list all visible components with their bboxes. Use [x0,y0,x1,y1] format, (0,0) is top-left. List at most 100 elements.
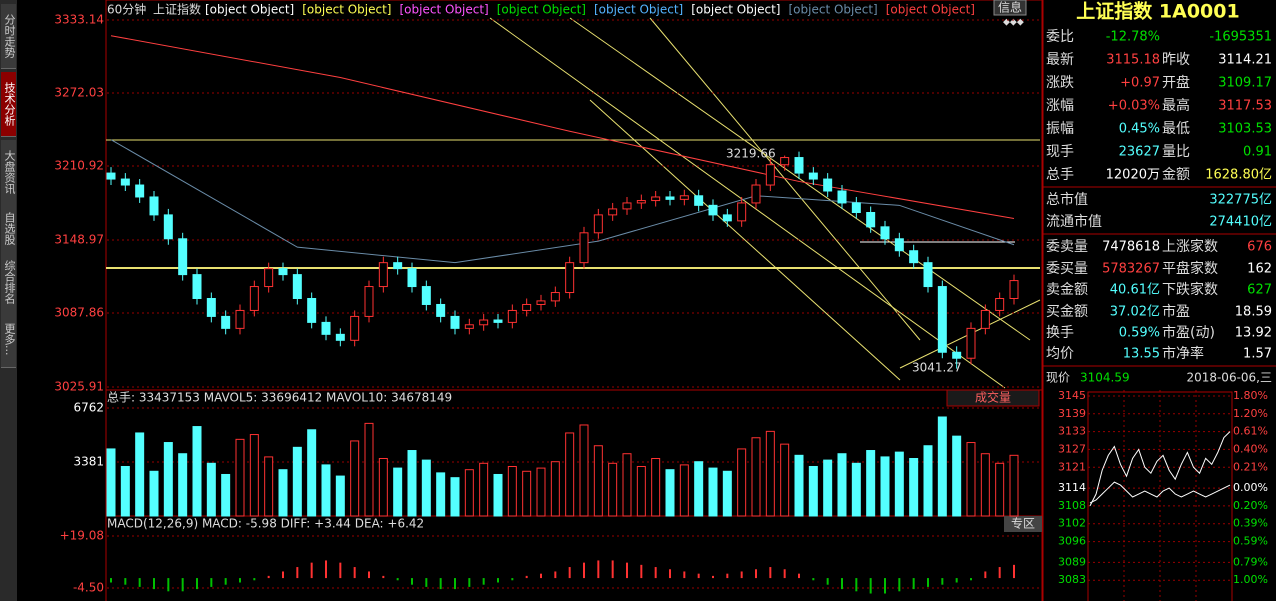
quote-label: 委比 [1046,29,1074,45]
quote-label: 最低 [1162,121,1190,137]
price-frame [105,0,1043,391]
candle-body [1009,280,1019,300]
volume-bar [192,426,202,517]
candle-body [593,214,603,234]
candle-body [464,324,474,329]
volume-bar [608,462,618,517]
volume-bar [837,453,847,517]
quote-value: 18.59 [1235,305,1272,320]
y-tick-label: 3210.92 [54,159,104,173]
volume-bar [321,464,331,517]
candle-body [221,315,231,329]
candle-body [149,196,159,216]
quote-value: 162 [1247,262,1272,277]
tab[interactable]: 自选股 [1,203,16,254]
macd-header: MACD(12,26,9) MACD: -5.98 DIFF: +3.44 DE… [107,517,424,531]
zone-button[interactable] [1004,516,1042,532]
tab[interactable]: 技术分析 [1,72,16,137]
quote-value: 676 [1247,240,1272,255]
candle-body [135,184,145,198]
candle-body [292,274,302,300]
ma-legend: [object Object] [400,3,489,17]
candle-body [335,333,345,341]
candle-body [235,309,245,329]
intraday-line [1089,431,1231,507]
candle-body [249,286,259,311]
volume-bar [450,477,460,517]
candle-body [407,268,417,288]
volume-bar [980,453,990,517]
volume-bar [866,450,876,517]
quote-label: 总手 [1046,167,1074,183]
quote-value: 3115.18 [1106,53,1160,68]
candle-body [665,196,675,200]
candle-body [708,204,718,216]
quote-label: 量比 [1162,144,1190,160]
high-annotation: 3219.66 [726,147,776,161]
candle-body [751,184,761,204]
candle-body [679,195,689,200]
y-tick-label: 3145 [1058,389,1086,402]
volume-bar [350,440,360,517]
index-name: 上证指数 [153,2,201,17]
volume-bar [178,453,188,517]
candle-body [794,157,804,174]
quote-value: 23627 [1119,145,1160,160]
quote-label: 市盈 [1162,303,1190,320]
quote-value: 0.59% [1119,326,1160,341]
y-tick-label: 3096 [1058,535,1086,548]
y-tick-label: 3102 [1058,517,1086,530]
quote-label: 总市值 [1046,191,1088,208]
candle-body [178,238,188,276]
ma-legend: [object Object] [789,3,878,17]
now-label: 现价 [1046,371,1070,385]
y-tick-label: 3089 [1058,555,1086,568]
info-button-label[interactable]: 信息 [998,0,1022,15]
candle-body [851,202,861,213]
candle-body [737,202,747,222]
quote-label: 平盘家数 [1162,260,1218,277]
volume-button[interactable] [946,389,1040,407]
zone-button-label[interactable]: 专区 [1011,516,1035,531]
candle-body [952,351,962,359]
quote-label: 昨收 [1162,52,1190,68]
quote-value: +0.97 [1120,76,1160,91]
candle-body [780,157,790,166]
ma-line [110,139,1015,264]
candle-body [550,292,560,302]
y-tick-label: 3108 [1058,499,1086,512]
quote-label: 最高 [1162,97,1190,114]
quote-value: 627 [1247,283,1272,298]
pct-label: 1.20% [1233,407,1268,420]
candle-body [493,319,503,323]
volume-bar [851,462,861,517]
tab[interactable]: 大盘资讯 [1,140,16,205]
candle-body [995,298,1005,311]
candle-body [321,321,331,335]
quote-value: 3103.53 [1218,122,1272,137]
volume-bar [808,465,818,517]
tab[interactable]: 更多... [1,311,16,368]
volume-button-label[interactable]: 成交量 [975,390,1011,405]
volume-bar [952,435,962,517]
y-tick-label: 3025.91 [54,380,104,394]
quote-value: +0.03% [1108,99,1160,114]
volume-bar [722,470,732,517]
period-label: 60分钟 [107,2,146,17]
candle-body [980,309,990,329]
volume-bar [378,458,388,517]
info-button[interactable] [993,0,1027,16]
quote-label: 市盈(动) [1162,324,1215,341]
y-tick-label: 3333.14 [54,13,104,27]
pct-label: 0.61% [1233,425,1268,438]
candle-body [264,268,274,288]
volume-bar [493,473,503,517]
candle-body [364,286,374,317]
tab[interactable]: 分时走势 [1,4,16,69]
quote-label: 均价 [1046,346,1074,362]
quote-value: 3109.17 [1218,76,1272,91]
quote-label: 流通市值 [1046,213,1102,230]
candle-body [579,232,589,264]
volume-bar [708,467,718,517]
quote-value: 13.92 [1235,326,1272,341]
